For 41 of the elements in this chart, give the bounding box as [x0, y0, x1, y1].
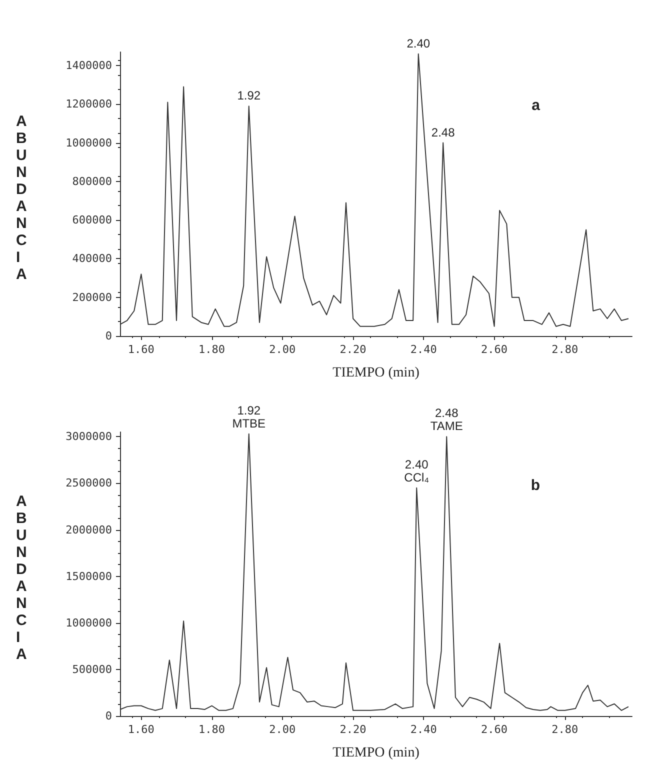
x-tick-label: 2.20 [340, 723, 366, 736]
annotation: 1.92 MTBE [232, 403, 266, 430]
x-axis-title: TIEMPO (min) [332, 366, 420, 380]
x-tick-label: 1.80 [198, 723, 226, 736]
y-tick-label: 0 [105, 330, 112, 342]
text: ABUNDANCIA [16, 113, 27, 283]
x-tick-label: 2.00 [269, 723, 296, 736]
y-tick-label: 500000 [72, 662, 112, 676]
y-tick-label: 2000000 [66, 523, 112, 536]
y-tick-label: 1500000 [66, 570, 112, 583]
x-tick-label: 2.40 [410, 343, 437, 356]
x-tick-label: 2.80 [552, 343, 578, 356]
y-tick-label: 800000 [72, 174, 112, 188]
annotation: a [532, 97, 541, 114]
x-tick-label: 2.60 [481, 343, 508, 356]
y-tick-label: 600000 [72, 214, 112, 227]
annotation: b [530, 477, 540, 494]
y-tick-label: 3000000 [66, 430, 112, 444]
annotation: 2.40 CCl₄ [404, 457, 430, 484]
y-tick-label: 200000 [72, 290, 112, 304]
y-tick-label: 400000 [72, 252, 112, 266]
y-tick-label: 1000000 [66, 616, 112, 630]
x-tick-label: 1.60 [128, 343, 154, 356]
y-tick-label: 0 [105, 710, 112, 722]
y-tick-label: 1400000 [66, 59, 112, 72]
x-axis-title: TIEMPO (min) [332, 746, 420, 760]
x-tick-label: 2.60 [481, 723, 508, 736]
x-tick-label: 2.80 [552, 723, 578, 736]
annotation: 2.48 [431, 125, 456, 140]
x-tick-label: 2.00 [269, 343, 296, 356]
y-tick-label: 1000000 [66, 136, 112, 150]
y-tick-label: 1200000 [66, 98, 112, 111]
x-tick-label: 1.80 [198, 343, 226, 356]
x-tick-label: 1.60 [128, 723, 154, 736]
x-tick-label: 2.40 [410, 723, 437, 736]
annotation: 1.92 [237, 88, 261, 103]
annotation: 2.40 [406, 36, 430, 50]
y-tick-label: 2500000 [66, 476, 112, 490]
text: ABUNDANCIA [16, 493, 27, 663]
annotation: 2.48 TAME [430, 406, 463, 434]
x-tick-label: 2.20 [340, 343, 366, 356]
